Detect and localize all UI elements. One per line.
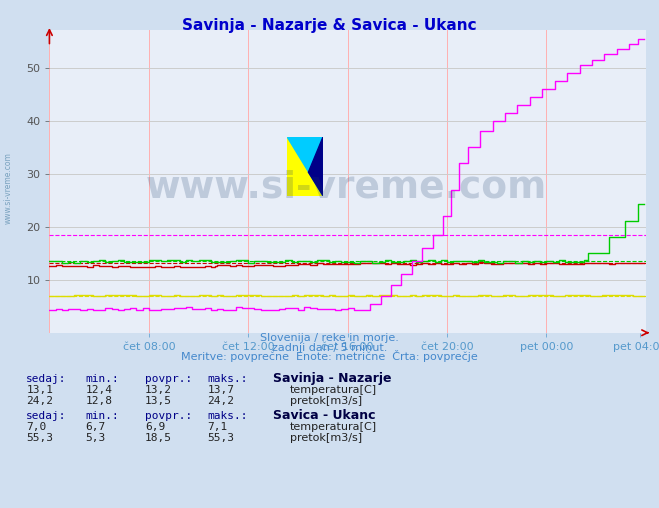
Polygon shape bbox=[287, 137, 323, 196]
Text: 7,0: 7,0 bbox=[26, 422, 47, 432]
Text: pretok[m3/s]: pretok[m3/s] bbox=[290, 433, 362, 443]
Text: povpr.:: povpr.: bbox=[145, 374, 192, 384]
Text: min.:: min.: bbox=[86, 411, 119, 421]
Text: 13,1: 13,1 bbox=[26, 385, 53, 395]
Text: sedaj:: sedaj: bbox=[26, 411, 67, 421]
Text: Slovenija / reke in morje.: Slovenija / reke in morje. bbox=[260, 333, 399, 343]
Text: 5,3: 5,3 bbox=[86, 433, 106, 443]
Text: 7,1: 7,1 bbox=[208, 422, 228, 432]
Text: maks.:: maks.: bbox=[208, 411, 248, 421]
Polygon shape bbox=[308, 137, 323, 196]
Text: Meritve: povprečne  Enote: metrične  Črta: povprečje: Meritve: povprečne Enote: metrične Črta:… bbox=[181, 350, 478, 362]
Text: 24,2: 24,2 bbox=[208, 396, 235, 406]
Text: 24,2: 24,2 bbox=[26, 396, 53, 406]
Text: sedaj:: sedaj: bbox=[26, 374, 67, 384]
Text: www.si-vreme.com: www.si-vreme.com bbox=[4, 152, 13, 224]
Text: Savinja - Nazarje: Savinja - Nazarje bbox=[273, 372, 392, 385]
Text: 12,4: 12,4 bbox=[86, 385, 113, 395]
Text: 13,7: 13,7 bbox=[208, 385, 235, 395]
Text: 6,9: 6,9 bbox=[145, 422, 165, 432]
Text: 55,3: 55,3 bbox=[208, 433, 235, 443]
Text: temperatura[C]: temperatura[C] bbox=[290, 385, 377, 395]
Text: pretok[m3/s]: pretok[m3/s] bbox=[290, 396, 362, 406]
Text: www.si-vreme.com: www.si-vreme.com bbox=[146, 170, 546, 206]
Text: 13,5: 13,5 bbox=[145, 396, 172, 406]
Text: 12,8: 12,8 bbox=[86, 396, 113, 406]
Text: 18,5: 18,5 bbox=[145, 433, 172, 443]
Text: 55,3: 55,3 bbox=[26, 433, 53, 443]
Text: Savica - Ukanc: Savica - Ukanc bbox=[273, 409, 376, 422]
Text: min.:: min.: bbox=[86, 374, 119, 384]
Text: zadnji dan / 5 minut.: zadnji dan / 5 minut. bbox=[272, 342, 387, 353]
Text: temperatura[C]: temperatura[C] bbox=[290, 422, 377, 432]
Text: maks.:: maks.: bbox=[208, 374, 248, 384]
Text: 13,2: 13,2 bbox=[145, 385, 172, 395]
Text: Savinja - Nazarje & Savica - Ukanc: Savinja - Nazarje & Savica - Ukanc bbox=[182, 18, 477, 33]
Text: 6,7: 6,7 bbox=[86, 422, 106, 432]
Text: povpr.:: povpr.: bbox=[145, 411, 192, 421]
